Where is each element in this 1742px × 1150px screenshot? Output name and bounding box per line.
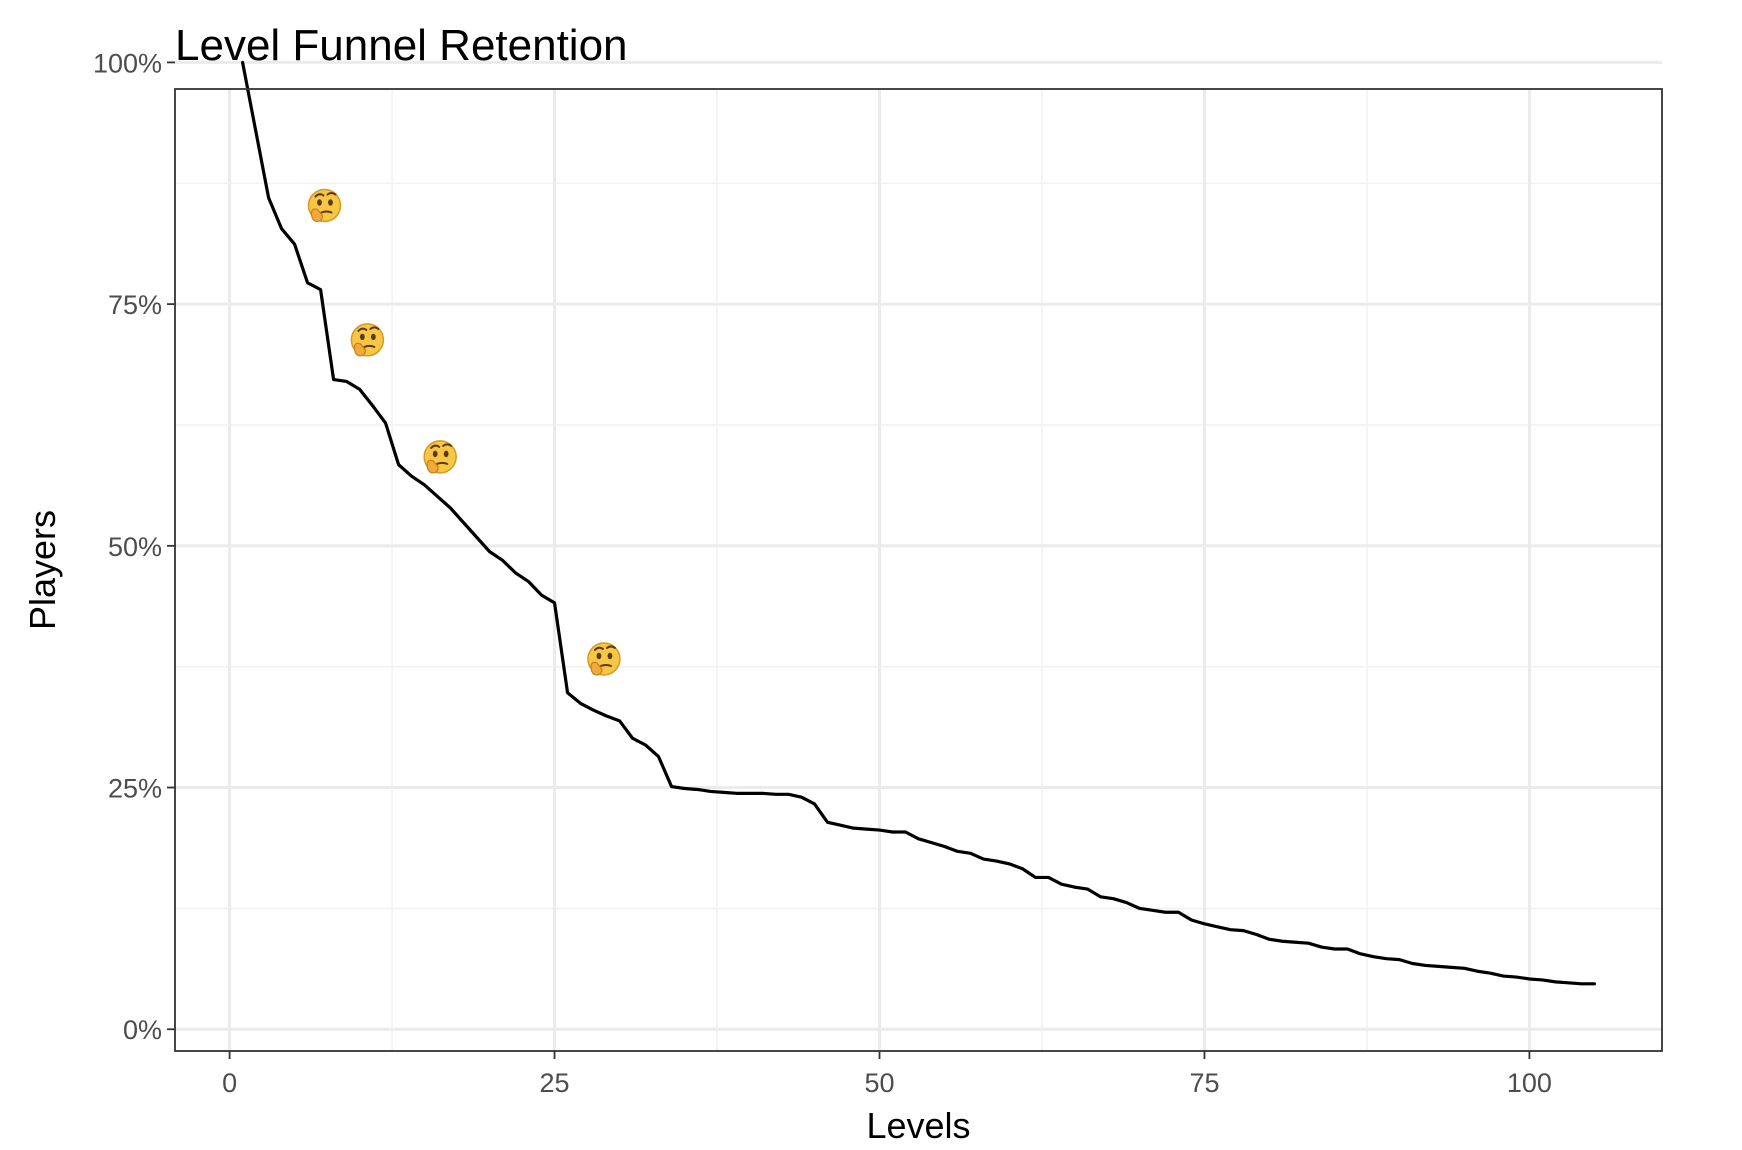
emoji-eye (317, 199, 322, 206)
thinking-face-icon (307, 188, 342, 223)
emoji-brow (314, 193, 325, 198)
emoji-mouth (599, 663, 612, 667)
plot-markers (307, 188, 621, 676)
emoji-hand (353, 342, 366, 357)
plot-series (240, 60, 1597, 986)
series-line (240, 60, 1597, 986)
emoji-brow (430, 444, 441, 449)
emoji-brow (357, 327, 368, 332)
y-tick-label: 100% (93, 48, 162, 78)
emoji-eye (596, 652, 602, 660)
axis-ticks: 0 25 50 75 100 0% 25% 50% 75% 100% (93, 48, 1552, 1098)
emoji-brow (442, 443, 453, 447)
emoji-hand (590, 661, 603, 676)
emoji-brow (605, 645, 616, 649)
x-tick-label: 25 (540, 1068, 570, 1098)
y-tick-label: 25% (108, 774, 162, 804)
plot-panel-border (174, 88, 1663, 1052)
y-tick-label: 50% (108, 532, 162, 562)
emoji-eye (328, 199, 333, 206)
x-tick-label: 50 (864, 1068, 894, 1098)
emoji-eye (443, 450, 449, 458)
emoji-hand (426, 459, 439, 474)
emoji-mouth (363, 344, 376, 348)
x-tick-label: 75 (1189, 1068, 1219, 1098)
thinking-face-icon (587, 642, 621, 676)
emoji-hand (310, 208, 324, 223)
emoji-brow (369, 326, 380, 330)
thinking-face-icon (350, 323, 385, 357)
emoji-eye (359, 333, 365, 341)
emoji-brow (593, 646, 604, 651)
plot-grid (175, 60, 1662, 1051)
x-tick-label: 100 (1507, 1068, 1552, 1098)
emoji-mouth (320, 210, 333, 214)
y-axis-title: Players (22, 510, 63, 630)
x-axis-title: Levels (866, 1105, 970, 1146)
emoji-brow (326, 192, 337, 196)
emoji-eye (432, 450, 438, 458)
emoji-eye (607, 652, 613, 660)
y-tick-label: 0% (123, 1015, 162, 1045)
emoji-mouth (436, 461, 449, 465)
x-tick-label: 0 (222, 1068, 237, 1098)
emoji-eye (370, 333, 376, 341)
thinking-face-icon (423, 440, 457, 474)
y-tick-label: 75% (108, 290, 162, 320)
